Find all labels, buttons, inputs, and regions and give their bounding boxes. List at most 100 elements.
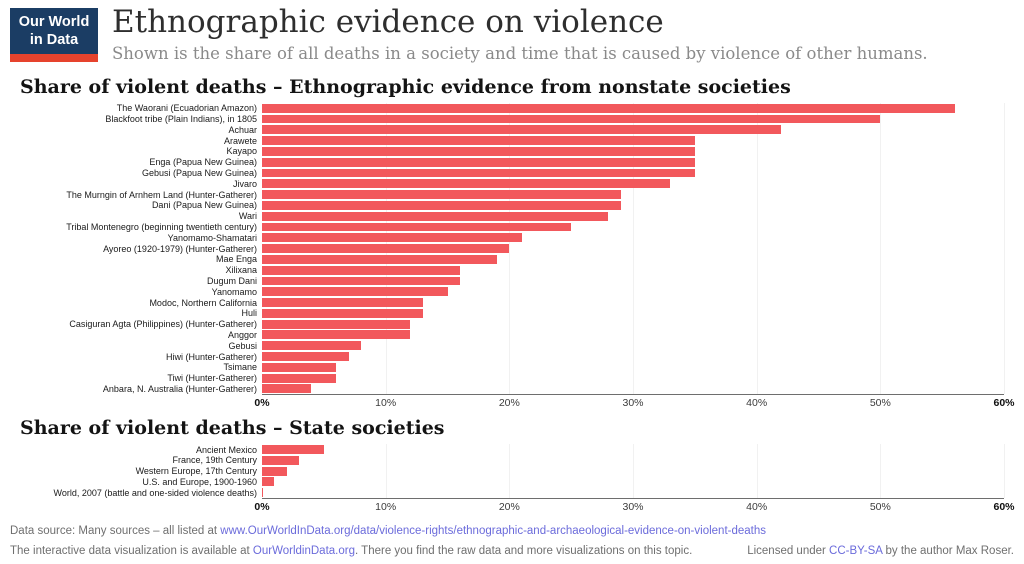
bar <box>262 319 411 329</box>
gridline <box>756 444 758 499</box>
x-axis-tick: 20% <box>498 397 520 410</box>
bar <box>262 114 881 124</box>
owid-site-link[interactable]: OurWorldinData.org <box>252 545 355 558</box>
footer-info-line: The interactive data visualization is av… <box>10 541 1014 561</box>
category-label: Dugum Dani <box>206 275 257 286</box>
bar-track <box>262 477 1004 487</box>
x-axis: 0% 10% 20% 30% 40% 50% 60% <box>254 394 1015 411</box>
bar-track <box>262 265 1004 275</box>
category-label: Ancient Mexico <box>195 444 257 455</box>
category-label: The Murngin of Arnhem Land (Hunter-Gathe… <box>66 189 257 200</box>
chart-row: Wari <box>0 211 1024 222</box>
category-label: Casiguran Agta (Philippines) (Hunter-Gat… <box>69 319 257 330</box>
chart-row: Casiguran Agta (Philippines) (Hunter-Gat… <box>0 319 1024 330</box>
x-axis-tick: 0% <box>254 397 270 410</box>
x-axis-tick: 40% <box>746 501 768 514</box>
bar-track <box>262 352 1004 361</box>
chart-row: Dani (Papua New Guinea) <box>0 200 1024 211</box>
chart-row: The Murngin of Arnhem Land (Hunter-Gathe… <box>0 189 1024 200</box>
plot-area-state: Ancient Mexico France, 19th Century Wester… <box>0 444 1024 499</box>
bar <box>262 157 695 167</box>
category-label: Gebusi (Papua New Guinea) <box>141 167 257 178</box>
bar-track <box>262 287 1004 297</box>
category-label: Yanomamo-Shamatari <box>167 232 257 243</box>
bar-track <box>262 384 1004 394</box>
logo-text-line2: in Data <box>29 32 79 48</box>
bar <box>262 341 361 351</box>
bar <box>262 362 337 372</box>
bar-track <box>262 233 1004 243</box>
bar <box>262 373 337 383</box>
bar <box>262 103 955 113</box>
bar-track <box>262 244 1004 253</box>
x-axis-tick: 10% <box>375 501 397 514</box>
bar-track <box>262 330 1004 340</box>
gridline <box>1004 102 1005 395</box>
bar <box>262 455 300 465</box>
category-label: France, 19th Century <box>172 455 257 466</box>
category-label: Xilixana <box>225 265 257 276</box>
page-title: Ethnographic evidence on violence <box>112 4 664 40</box>
bar-track <box>262 466 1004 476</box>
bar <box>262 265 460 275</box>
bar <box>262 244 510 253</box>
category-label: Huli <box>241 308 257 319</box>
gridline <box>756 102 758 395</box>
license-text: Licensed under <box>747 545 830 558</box>
chart-row: Blackfoot tribe (Plain Indians), in 1805 <box>0 114 1024 125</box>
gridline <box>509 102 511 395</box>
x-axis-tick: 50% <box>869 501 891 514</box>
chart-row: Dugum Dani <box>0 276 1024 287</box>
category-label: Dani (Papua New Guinea) <box>151 200 257 211</box>
category-label: Jivaro <box>232 178 257 189</box>
category-label: The Waorani (Ecuadorian Amazon) <box>116 103 257 114</box>
license-link[interactable]: CC-BY-SA <box>829 545 883 558</box>
category-label: Modoc, Northern California <box>149 297 257 308</box>
bar <box>262 254 497 264</box>
bar-track <box>262 114 1004 124</box>
plot-area-nonstate: The Waorani (Ecuadorian Amazon) Blackfoot… <box>0 102 1024 395</box>
x-axis-tick: 60% <box>993 397 1015 410</box>
category-label: Anbara, N. Australia (Hunter-Gatherer) <box>102 383 257 394</box>
x-axis-tick: 0% <box>254 501 270 514</box>
gridline <box>633 102 634 395</box>
category-label: Achuar <box>228 124 257 135</box>
bar-track <box>262 445 1004 454</box>
bar-track <box>262 319 1004 329</box>
gridline <box>880 444 882 499</box>
chart-row: World, 2007 (battle and one-sided violen… <box>0 487 1024 498</box>
datasource-link[interactable]: www.OurWorldInData.org/data/violence-rig… <box>220 525 766 538</box>
chart-row: Tiwi (Hunter-Gatherer) <box>0 373 1024 384</box>
bar-track <box>262 136 1004 146</box>
bar-track <box>262 276 1004 286</box>
chart-row: Anggor <box>0 330 1024 341</box>
x-axis-tick: 30% <box>622 501 644 514</box>
chart-row: U.S. and Europe, 1900-1960 <box>0 477 1024 488</box>
gridline <box>880 102 882 395</box>
bar <box>262 276 460 286</box>
bar-track <box>262 362 1004 372</box>
bar <box>262 445 324 454</box>
chart-nonstate-societies: Share of violent deaths – Ethnographic e… <box>0 76 1024 411</box>
bar <box>262 168 695 178</box>
category-label: Tiwi (Hunter-Gatherer) <box>167 373 257 384</box>
category-label: Kayapo <box>226 146 257 157</box>
bar <box>262 125 782 135</box>
category-label: Blackfoot tribe (Plain Indians), in 1805 <box>105 113 257 124</box>
bar <box>262 222 572 232</box>
x-axis-tick: 10% <box>375 397 397 410</box>
footer-info-suffix: . There you find the raw data and more v… <box>354 545 693 558</box>
logo-text-line1: Our World <box>18 13 90 30</box>
bar-track <box>262 200 1004 210</box>
category-label: Yanomamo <box>211 286 257 297</box>
chart-row: Arawete <box>0 135 1024 146</box>
x-axis-tick: 50% <box>869 397 891 410</box>
gridline <box>509 444 511 499</box>
chart-row: Tsimane <box>0 362 1024 373</box>
chart-state-societies: Share of violent deaths – State societie… <box>0 417 1024 515</box>
category-label: Western Europe, 17th Century <box>135 466 257 477</box>
gridline <box>1004 444 1005 499</box>
bar-track <box>262 298 1004 307</box>
chart-row: Yanomamo <box>0 286 1024 297</box>
bar-track <box>262 157 1004 167</box>
